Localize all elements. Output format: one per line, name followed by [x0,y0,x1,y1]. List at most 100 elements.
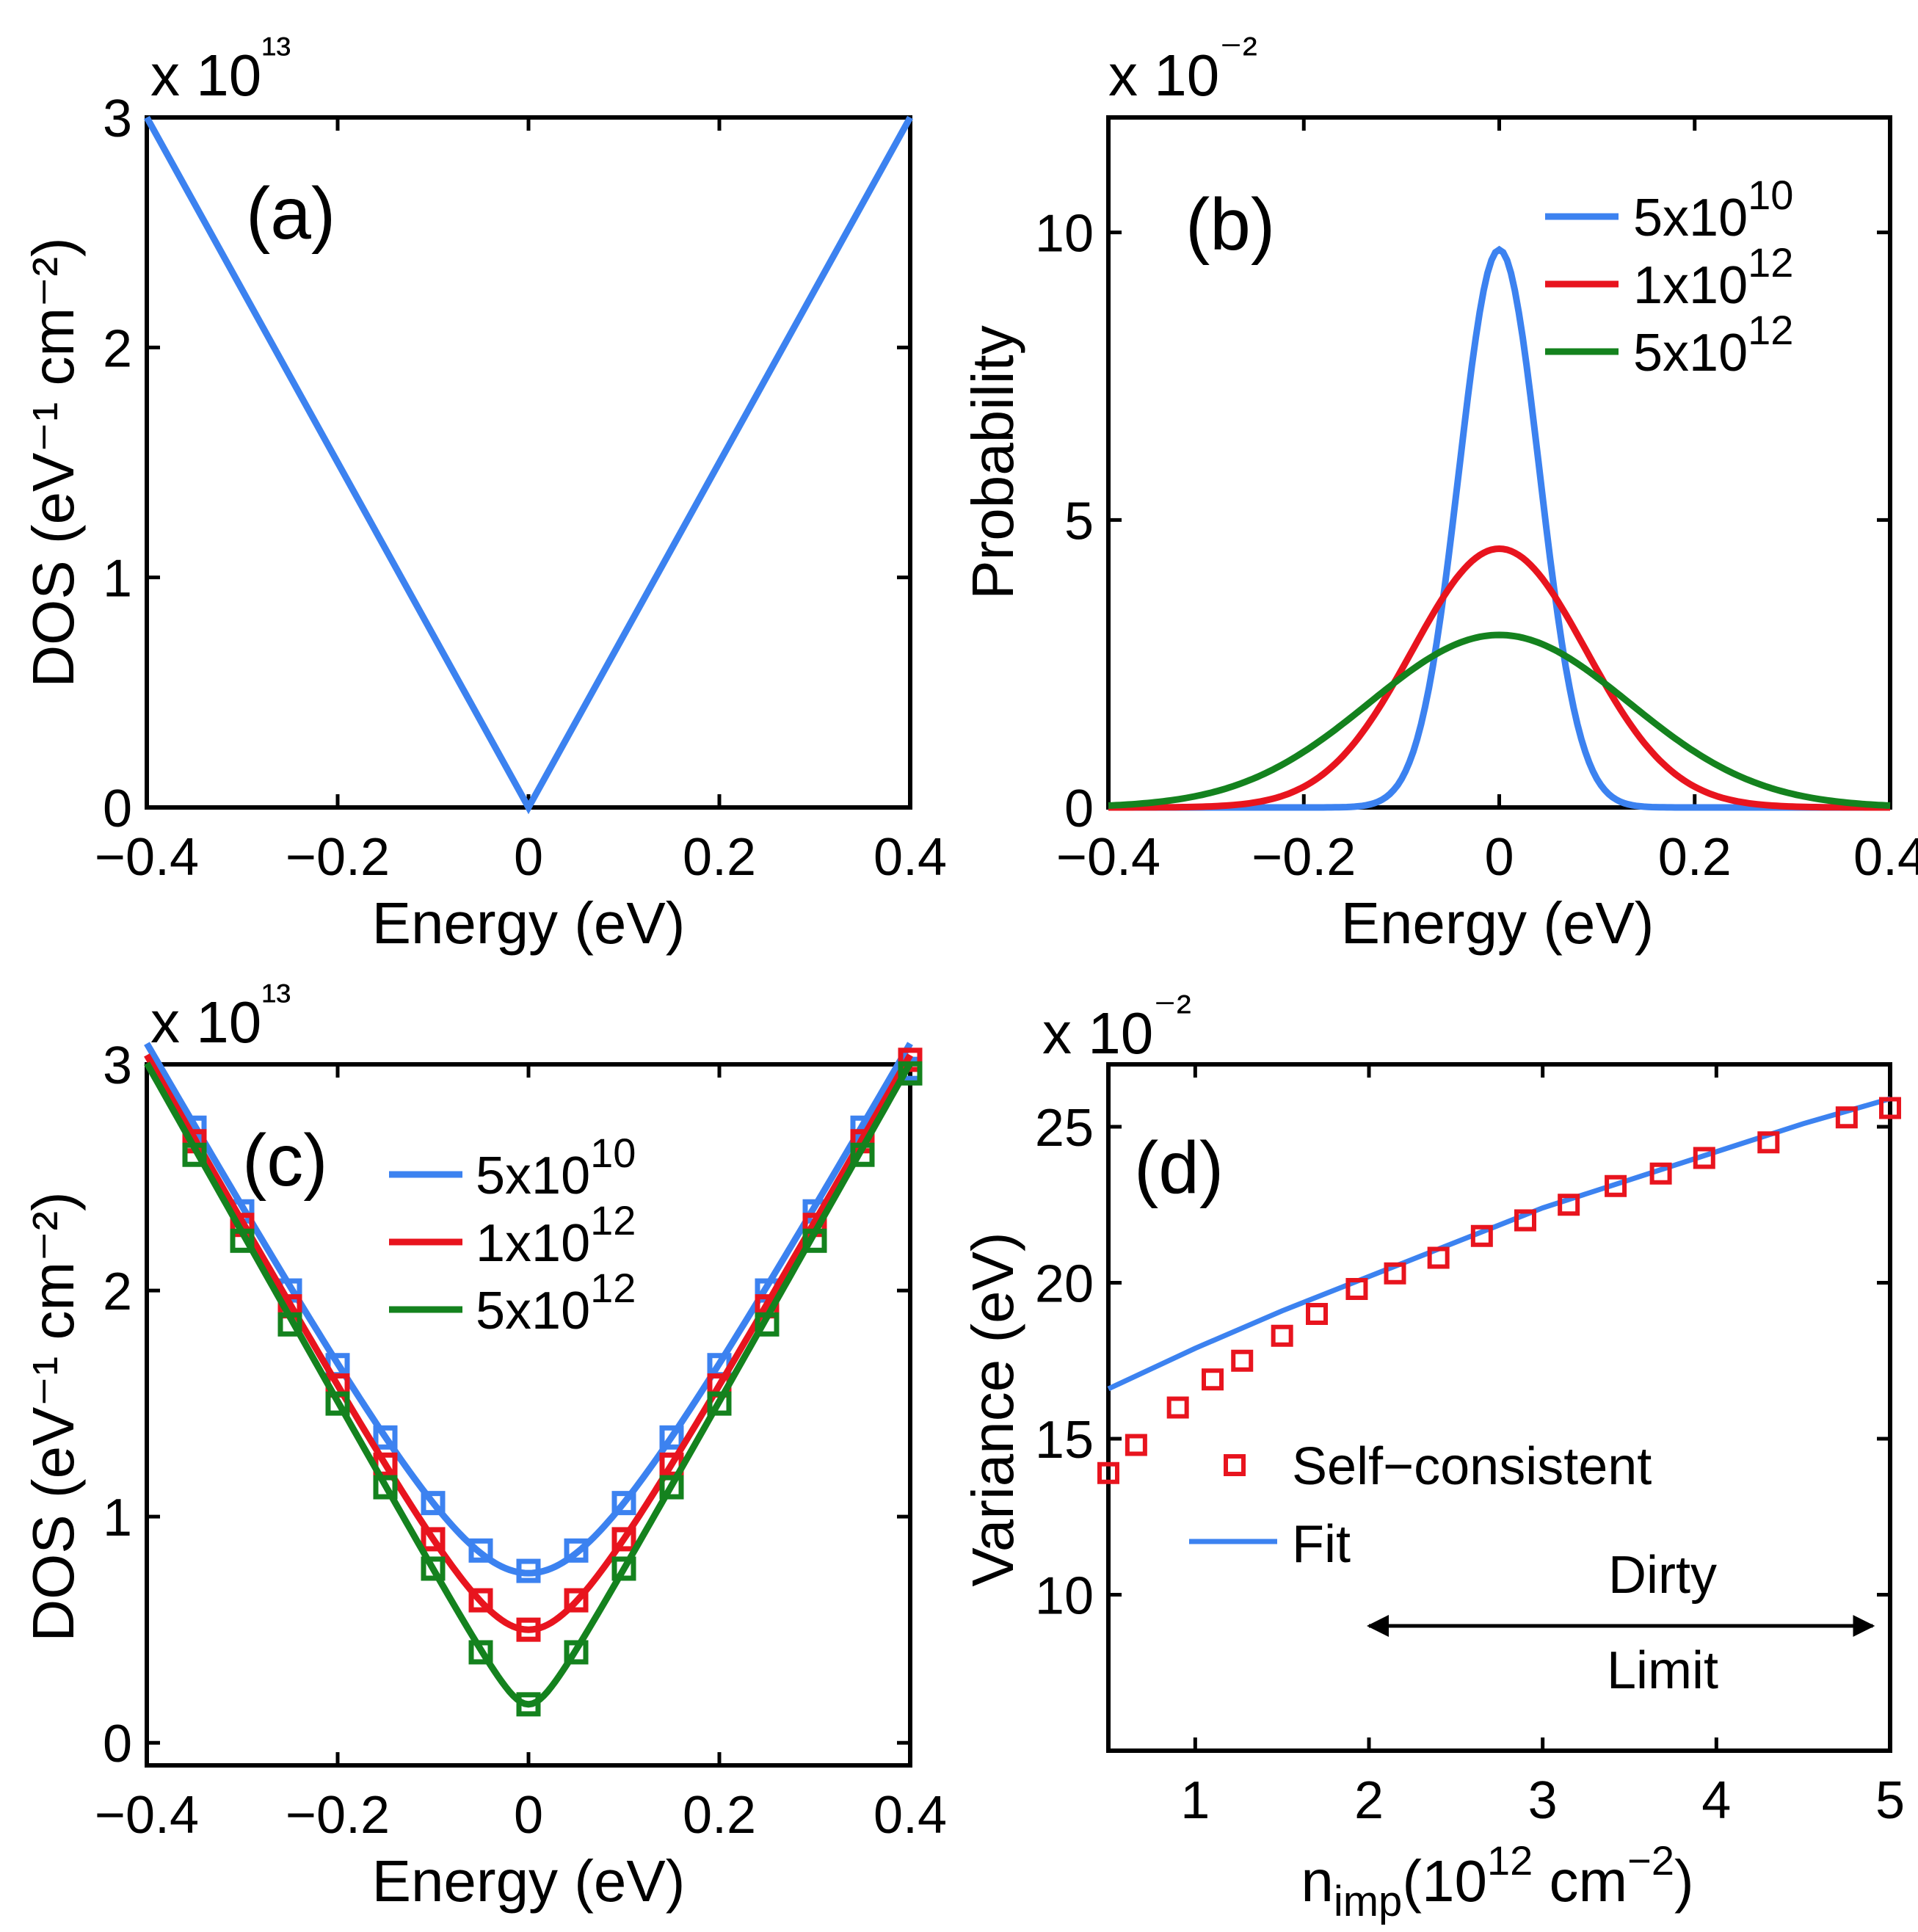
panel-c-series-marker [707,1391,732,1416]
panel-c-series-marker [898,1061,923,1086]
panel-c-xtick-label: 0.4 [873,1786,947,1845]
panel-b-legend-label: 5x1012 [1633,307,1793,382]
panel-d-scatter-marker [1514,1209,1536,1232]
panel-b-ytick-label: 5 [1064,492,1094,551]
panel-b-xtick-label: 0.4 [1853,828,1918,887]
panel-c-series-marker [277,1312,302,1337]
panel-c-series-marker [325,1391,350,1416]
panel-a-ytick-label: 2 [103,319,132,378]
panel-b-label: (b) [1185,184,1275,266]
panel-c-series-marker [564,1538,589,1563]
panel-d-y-multiplier: x 10⁻² [1042,986,1191,1066]
panel-c-series-marker [564,1640,589,1665]
panel-b-legend-label: 5x1010 [1633,172,1793,247]
panel-b-y-multiplier: x 10⁻² [1108,28,1257,108]
panel-a-series-line [144,115,913,815]
panel-c-series-marker [564,1588,589,1613]
panel-c-xtick-label: −0.4 [95,1786,199,1845]
panel-a-ylabel: DOS (eV⁻¹ cm⁻²) [21,237,86,687]
panel-a-xtick-label: 0.2 [683,828,756,887]
panel-a-ytick-label: 1 [103,550,132,609]
panel-d-xtick-label: 2 [1354,1771,1384,1830]
panel-a-xtick-label: 0 [514,828,543,887]
panel-b-series-line [1108,545,1890,811]
panel-d-legend-marker [1224,1454,1246,1476]
panel-d-xtick-label: 1 [1180,1771,1210,1830]
panel-d-scatter-marker [1757,1131,1780,1154]
panel-d-xtick-label: 4 [1701,1771,1731,1830]
panel-c-legend-label: 1x1012 [476,1197,636,1273]
panel-b-series-line [1108,631,1891,809]
panel-d-scatter-marker [1202,1368,1224,1391]
panel-c-series-marker [659,1425,684,1450]
panel-c-series-marker [611,1491,636,1516]
panel-b-ylabel: Probability [960,325,1025,600]
panel-d-annotation-line2: Limit [1607,1641,1718,1700]
panel-c-xlabel: Energy (eV) [372,1848,686,1914]
panel-c-series-marker [182,1142,207,1167]
panel-c-series-marker [611,1556,636,1581]
panel-c-ylabel: DOS (eV⁻¹ cm⁻²) [21,1191,86,1641]
panel-d-scatter-marker [1097,1461,1119,1484]
panel-d-scatter-marker [1166,1396,1189,1419]
panel-c-y-multiplier: x 10¹³ [150,975,291,1055]
panel-a-xtick-label: −0.2 [286,828,390,887]
panel-d-scatter-marker [1231,1349,1254,1372]
panel-d-scatter-marker [1693,1147,1715,1169]
panel-c-series-marker [421,1556,446,1581]
panel-d-scatter-marker [1649,1162,1672,1185]
panel-d-xlabel: nimp(1012 cm−2) [1301,1837,1693,1925]
panel-d-xtick-label: 5 [1875,1771,1905,1830]
panel-b-xlabel: Energy (eV) [1341,890,1654,956]
panel-c-series-marker [468,1538,493,1563]
panel-c-series-marker [611,1527,636,1552]
panel-d-fit-line [1107,1096,1891,1392]
panel-d-xtick-label: 3 [1528,1771,1558,1830]
panel-c-legend-label: 5x1010 [476,1130,636,1205]
panel-c-series-marker [755,1312,780,1337]
panel-d-scatter-marker [1125,1434,1147,1456]
panel-c-series-line [144,1061,913,1708]
panel-d-legend-label: Fit [1292,1515,1351,1574]
panel-d-ytick-label: 10 [1035,1567,1094,1626]
panel-b-chart: −0.4 −0.2 0 0.2 0.4 0 5 10 (b) Energy (eV) Probabi… [960,28,1918,956]
panel-d-ytick-label: 25 [1035,1099,1094,1158]
panel-b-ytick-label: 10 [1035,205,1094,264]
panel-d-scatter-marker [1835,1106,1858,1129]
panel-b-xtick-label: −0.4 [1056,828,1160,887]
panel-c-series-marker [373,1425,398,1450]
panel-d-scatter-marker [1879,1097,1901,1119]
panel-c-chart: −0.4 −0.2 0 0.2 0.4 0 1 2 3 (c) Energy (eV) DOS (eV… [21,975,947,1914]
panel-b-legend-label: 1x1012 [1633,239,1793,315]
panel-c-series-marker [468,1640,493,1665]
panel-c-ytick-label: 0 [103,1715,132,1773]
panel-c-series-marker [516,1692,541,1717]
panel-d-chart: 1 2 3 4 5 10 15 20 25 (d) Self−consistent Fit Dirty L… [960,986,1905,1925]
panel-d-ytick-label: 15 [1035,1411,1094,1470]
panel-c-xtick-label: −0.2 [286,1786,390,1845]
panel-c-series-marker [421,1527,446,1552]
panel-c-series-marker [516,1558,541,1583]
panel-c-series-line [144,1053,913,1633]
panel-d-scatter-marker [1271,1324,1293,1347]
panel-d-scatter-marker [1427,1246,1450,1269]
panel-a-label: (a) [246,172,335,255]
panel-c-xtick-label: 0 [514,1786,543,1845]
panel-d-plot-frame [1106,1062,1892,1753]
panel-c-ytick-label: 2 [103,1263,132,1321]
panel-c-series-marker [468,1588,493,1613]
panel-d-scatter-marker [1345,1278,1368,1300]
panel-d-ylabel: Variance (eV) [960,1232,1025,1586]
panel-d-legend-label: Self−consistent [1292,1437,1652,1496]
panel-a-chart: −0.4 −0.2 0 0.2 0.4 0 1 2 3 (a) Energy (eV) DOS (eV… [21,28,947,956]
panel-a-y-multiplier: x 10¹³ [150,28,291,108]
panel-d-scatter-marker [1605,1174,1627,1197]
panel-c-series-marker [659,1475,684,1500]
panel-c-xtick-label: 0.2 [683,1786,756,1845]
panel-c-series-marker [516,1617,541,1642]
panel-a-xtick-label: 0.4 [873,828,947,887]
panel-c-series-marker [850,1142,875,1167]
panel-c-ytick-label: 1 [103,1489,132,1547]
panel-d-ytick-label: 20 [1035,1255,1094,1314]
